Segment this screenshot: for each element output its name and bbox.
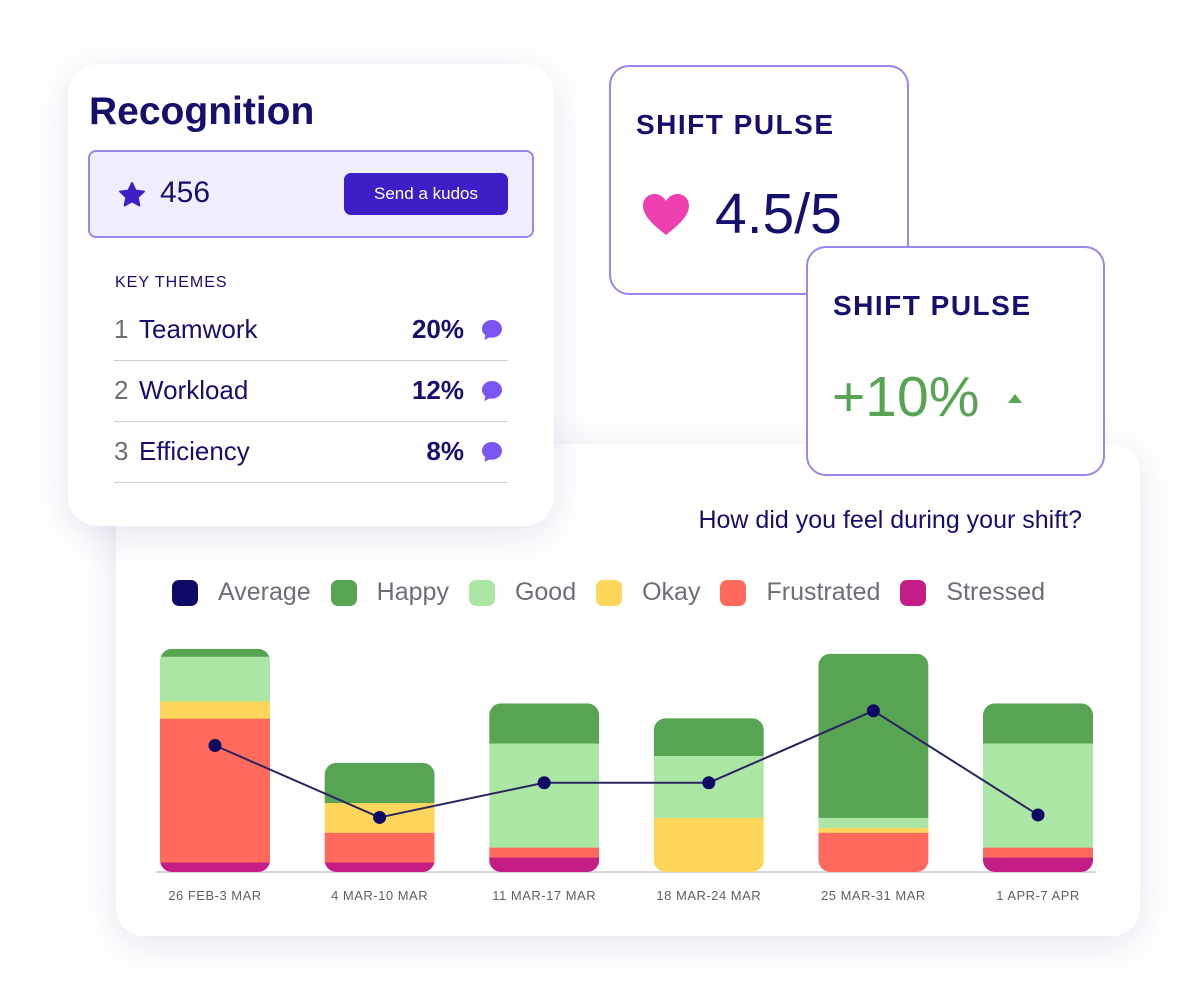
bar-segment-stressed [983, 857, 1093, 872]
bar-segment-good [983, 743, 1093, 848]
bar-segment-okay [160, 700, 270, 719]
recognition-card: Recognition 456 Send a kudos KEY THEMES … [68, 64, 554, 526]
x-tick-label: 26 FEB-3 MAR [168, 888, 261, 903]
bar-segment-stressed [160, 862, 270, 872]
bar-segment-good [160, 656, 270, 702]
bar-segment-frustrated [489, 847, 600, 858]
x-tick-label: 18 MAR-24 MAR [656, 888, 761, 903]
legend-swatch-stressed [900, 579, 927, 606]
legend-label: Stressed [946, 578, 1046, 606]
kudos-summary: 456 Send a kudos [88, 150, 534, 238]
legend-item-good[interactable]: Good [468, 578, 577, 607]
average-point [702, 776, 716, 790]
x-tick-label: 1 APR-7 APR [996, 888, 1080, 903]
theme-percent: 12% [411, 375, 464, 405]
bar-segment-frustrated [818, 832, 929, 872]
bar-segment-happy [653, 718, 764, 756]
bar-stack[interactable] [324, 762, 435, 873]
bar-segment-happy [489, 703, 600, 744]
x-tick-label: 11 MAR-17 MAR [492, 888, 596, 903]
legend-item-frustrated[interactable]: Frustrated [720, 578, 880, 607]
bar-stack[interactable] [983, 703, 1093, 872]
bar-segment-okay [818, 827, 929, 833]
chart-title: How did you feel during your shift? [698, 506, 1082, 534]
bar-stack[interactable] [818, 653, 929, 873]
legend-swatch-frustrated [720, 579, 747, 606]
average-point [373, 810, 387, 824]
bar-stack[interactable] [160, 648, 270, 873]
legend-swatch-good [468, 579, 495, 606]
bar-segment-stressed [489, 857, 600, 872]
theme-row[interactable]: 3 Efficiency 8% [114, 422, 508, 483]
average-point [208, 739, 222, 753]
x-tick-label: 25 MAR-31 MAR [821, 888, 926, 903]
bar-segment-stressed [324, 862, 435, 873]
theme-row[interactable]: 1 Teamwork 20% [114, 300, 508, 361]
comment-icon[interactable] [480, 379, 504, 403]
bar-segment-good [489, 743, 600, 848]
theme-rank: 3 [114, 436, 129, 466]
legend-label: Okay [642, 578, 701, 606]
key-themes-heading: KEY THEMES [115, 274, 228, 291]
legend-swatch-okay [596, 579, 623, 606]
theme-percent: 8% [426, 436, 464, 466]
bar-segment-happy [818, 653, 929, 818]
bar-segment-happy [160, 648, 270, 657]
theme-percent: 20% [411, 314, 464, 344]
x-tick-label: 4 MAR-10 MAR [331, 888, 428, 903]
comment-icon[interactable] [480, 318, 504, 342]
bar-segment-frustrated [983, 847, 1093, 858]
legend-label: Good [514, 578, 577, 606]
feelings-chart-card: 26 FEB-3 MAR 4 MAR-10 MAR 11 MAR-17 MAR 18 … [116, 444, 1140, 936]
theme-name: Workload [139, 375, 249, 405]
bar-segment-happy [983, 703, 1093, 744]
chart-legend: Average Happy Good Okay Frustrated Stres… [172, 578, 1065, 607]
bar-segment-happy [324, 762, 435, 804]
bar-segment-frustrated [324, 832, 435, 863]
shift-pulse-label: SHIFT PULSE [636, 109, 835, 140]
average-point [866, 704, 880, 718]
kudos-count: 456 [160, 176, 211, 209]
legend-item-average[interactable]: Average [172, 578, 311, 607]
legend-label: Frustrated [766, 578, 881, 606]
bar-segment-good [818, 817, 929, 828]
theme-rank: 1 [114, 314, 129, 344]
bar-stack[interactable] [489, 703, 600, 872]
theme-row[interactable]: 2 Workload 12% [114, 361, 508, 422]
shift-pulse-change: +10% [832, 365, 980, 429]
bar-stack[interactable] [653, 718, 764, 872]
caret-up-icon [1008, 394, 1022, 403]
theme-name: Efficiency [139, 436, 250, 466]
feelings-chart: 26 FEB-3 MAR 4 MAR-10 MAR 11 MAR-17 MAR 18 … [156, 648, 1096, 903]
average-line [214, 709, 1039, 819]
legend-item-happy[interactable]: Happy [330, 578, 449, 607]
legend-item-stressed[interactable]: Stressed [900, 578, 1045, 607]
theme-name: Teamwork [139, 314, 258, 344]
shift-pulse-label: SHIFT PULSE [833, 290, 1032, 321]
shift-pulse-score: 4.5/5 [715, 182, 842, 246]
heart-icon [643, 194, 689, 235]
legend-swatch-happy [330, 579, 357, 606]
shift-pulse-change-card: SHIFT PULSE +10% [806, 246, 1105, 476]
average-point [1031, 808, 1045, 822]
average-point [537, 776, 551, 790]
theme-rank: 2 [114, 375, 129, 405]
legend-swatch-average [172, 579, 198, 606]
recognition-title: Recognition [89, 90, 315, 133]
bar-segment-okay [653, 817, 764, 872]
comment-icon[interactable] [480, 440, 504, 464]
legend-label: Happy [376, 578, 449, 606]
legend-label: Average [218, 578, 311, 606]
legend-item-okay[interactable]: Okay [596, 578, 700, 607]
send-kudos-button[interactable]: Send a kudos [344, 173, 508, 215]
star-icon [119, 181, 145, 207]
